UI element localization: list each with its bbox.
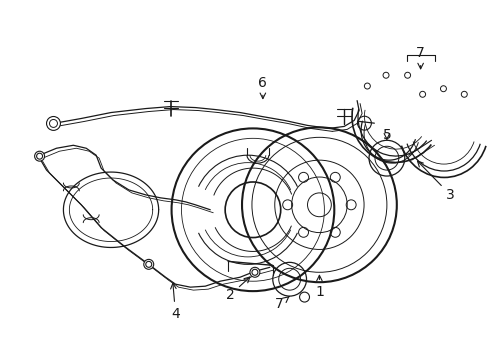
Text: 7: 7 (415, 46, 424, 69)
Circle shape (249, 267, 259, 277)
Circle shape (299, 292, 309, 302)
Text: 5: 5 (382, 129, 390, 142)
Text: 2: 2 (225, 277, 249, 302)
Text: 1: 1 (314, 275, 323, 299)
Circle shape (143, 260, 153, 269)
Circle shape (35, 151, 44, 161)
Text: 6: 6 (258, 76, 267, 99)
Circle shape (46, 117, 61, 130)
Text: 4: 4 (170, 283, 180, 321)
Text: 7: 7 (275, 297, 288, 311)
Text: 3: 3 (417, 161, 454, 202)
